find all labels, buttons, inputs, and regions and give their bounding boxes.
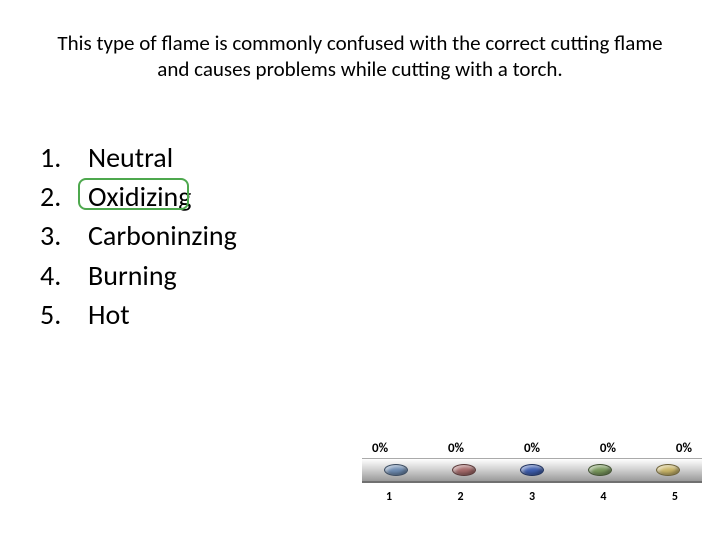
poll-axis-label: 4 (600, 490, 606, 504)
option-4[interactable]: 4. Burning (40, 256, 243, 295)
question-text: This type of flame is commonly confused … (50, 30, 670, 83)
correct-answer-highlight (78, 178, 189, 210)
poll-chips (362, 459, 702, 481)
poll-chip-5 (656, 464, 680, 476)
poll-axis-label: 5 (672, 490, 678, 504)
options-list: 1. Neutral 2. Oxidizing 3. Carboninzing … (40, 138, 243, 334)
option-number: 1. (40, 138, 82, 177)
poll-chip-1 (384, 464, 408, 476)
poll-percent: 0% (448, 441, 464, 456)
poll-percent-row: 0% 0% 0% 0% 0% (362, 441, 702, 458)
poll-percent: 0% (524, 441, 540, 456)
option-number: 5. (40, 295, 82, 334)
option-5[interactable]: 5. Hot (40, 295, 243, 334)
poll-percent: 0% (600, 441, 616, 456)
slide: This type of flame is commonly confused … (0, 0, 720, 540)
poll-percent: 0% (676, 441, 692, 456)
poll-percent: 0% (372, 441, 388, 456)
option-label: Hot (82, 295, 136, 334)
poll-platform (362, 458, 702, 482)
option-3[interactable]: 3. Carboninzing (40, 216, 243, 255)
poll-chip-2 (452, 464, 476, 476)
option-number: 2. (40, 177, 82, 216)
option-label: Neutral (82, 138, 179, 177)
option-1[interactable]: 1. Neutral (40, 138, 243, 177)
poll-axis-row: 1 2 3 4 5 (362, 482, 702, 504)
option-label: Carboninzing (82, 216, 243, 255)
poll-chip-4 (588, 464, 612, 476)
poll-axis-label: 3 (529, 490, 535, 504)
option-number: 4. (40, 256, 82, 295)
option-label: Burning (82, 256, 183, 295)
poll-chart: 0% 0% 0% 0% 0% 1 2 3 4 5 (362, 441, 702, 504)
poll-axis-label: 2 (457, 490, 463, 504)
poll-axis-label: 1 (386, 490, 392, 504)
poll-chip-3 (520, 464, 544, 476)
option-number: 3. (40, 216, 82, 255)
